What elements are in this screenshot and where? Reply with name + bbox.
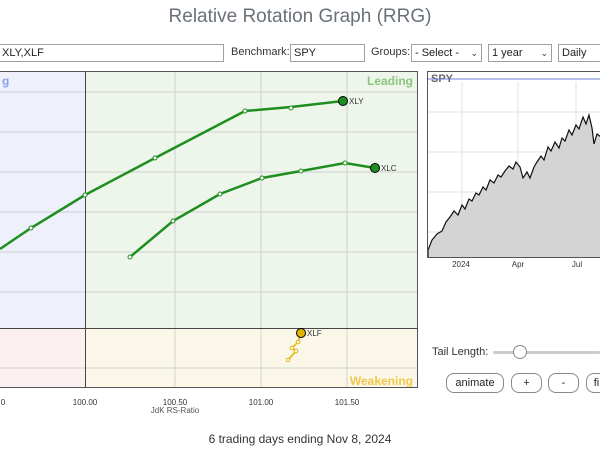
xlf-head-marker xyxy=(296,328,306,338)
symbols-input[interactable]: XLY,XLF xyxy=(0,44,224,62)
x-tick-label: 101.50 xyxy=(334,398,360,407)
benchmark-x-label: Apr xyxy=(511,260,525,269)
rrg-tails xyxy=(0,96,380,363)
x-tick-label: 100.00 xyxy=(72,398,98,407)
tail-point xyxy=(242,108,248,114)
xlc-head-marker xyxy=(370,163,380,173)
chevron-down-icon: ⌄ xyxy=(540,48,548,58)
tail-point xyxy=(82,192,88,198)
tail-length-slider-track[interactable] xyxy=(493,351,600,354)
footer-status: 6 trading days ending Nov 8, 2024 xyxy=(208,432,392,446)
interval-select[interactable]: Daily xyxy=(558,44,600,62)
tail-point xyxy=(28,225,34,231)
xlc-label: XLC xyxy=(381,164,397,173)
x-tick-label: 0 xyxy=(0,398,6,407)
tail-point xyxy=(217,191,223,197)
tail-point xyxy=(285,357,291,363)
grid-lines xyxy=(0,72,417,387)
quadrant-label-weakening: Weakening xyxy=(349,374,413,388)
interval-select-value: Daily xyxy=(562,47,587,59)
lagging-quadrant xyxy=(0,328,85,387)
tail-point xyxy=(289,345,295,351)
tail-point xyxy=(295,339,301,345)
period-select[interactable]: 1 year ⌄ xyxy=(488,44,552,62)
period-select-value: 1 year xyxy=(492,47,523,59)
x-tick-label: 100.50 xyxy=(162,398,188,407)
tail-length-label: Tail Length: xyxy=(432,346,489,358)
controls-bar: XLY,XLF Benchmark: SPY Groups: - Select … xyxy=(0,44,600,62)
rrg-chart[interactable]: g Leading Weakening xyxy=(0,71,418,388)
tail-point xyxy=(127,254,133,260)
weakening-quadrant xyxy=(85,328,417,387)
tail-point xyxy=(288,105,294,111)
quadrant-label-partial: g xyxy=(2,74,10,88)
tail-point xyxy=(170,218,176,224)
improving-quadrant xyxy=(0,72,85,328)
benchmark-input[interactable]: SPY xyxy=(290,44,365,62)
tail-xly xyxy=(0,99,344,251)
groups-label: Groups: xyxy=(371,46,411,58)
xly-label: XLY xyxy=(349,97,364,106)
tail-point xyxy=(298,168,304,174)
xlf-label: XLF xyxy=(307,329,322,338)
leading-quadrant xyxy=(85,72,417,328)
tail-point xyxy=(152,155,158,161)
groups-select[interactable]: - Select - ⌄ xyxy=(411,44,482,62)
benchmark-x-label: Jul xyxy=(571,260,583,269)
benchmark-x-label: 2024 xyxy=(452,260,470,269)
quadrant-label-leading: Leading xyxy=(366,74,413,88)
benchmark-chart[interactable]: SPY xyxy=(427,71,600,258)
tail-length-slider-handle[interactable] xyxy=(513,345,527,359)
chevron-down-icon: ⌄ xyxy=(470,48,478,58)
center-vertical-line xyxy=(85,72,86,387)
zoom-in-button[interactable]: + xyxy=(511,373,542,393)
tail-point xyxy=(293,348,299,354)
x-axis-title: JdK RS-Ratio xyxy=(150,406,200,415)
animate-button[interactable]: animate xyxy=(446,373,504,393)
zoom-out-button[interactable]: - xyxy=(548,373,579,393)
tail-point xyxy=(259,175,265,181)
page-title: Relative Rotation Graph (RRG) xyxy=(168,6,432,27)
x-tick-label: 101.00 xyxy=(248,398,274,407)
fit-button[interactable]: fi xyxy=(586,373,600,393)
tail-xlc xyxy=(129,161,376,258)
groups-select-value: - Select - xyxy=(415,47,460,59)
xly-head-marker xyxy=(338,96,348,106)
tail-point xyxy=(342,160,348,166)
benchmark-price-chart xyxy=(428,78,600,257)
center-horizontal-line xyxy=(0,328,417,329)
benchmark-label: Benchmark: xyxy=(231,46,290,58)
